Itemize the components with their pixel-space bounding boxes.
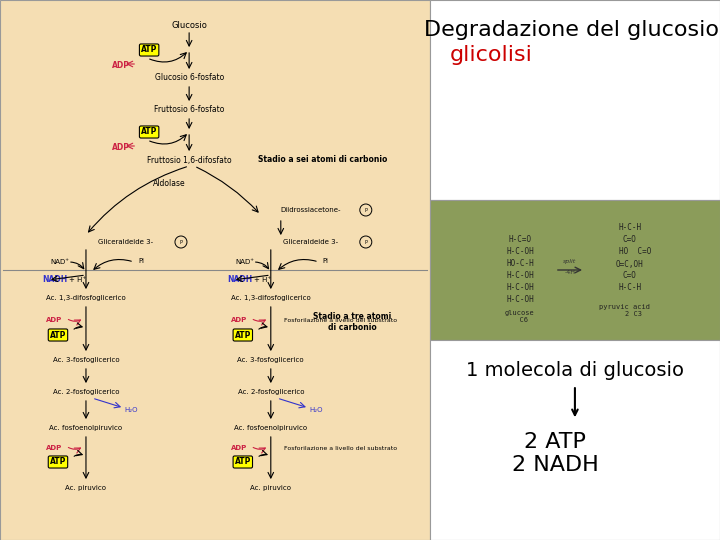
Text: NAD⁺: NAD⁺	[50, 259, 69, 265]
Text: Ac. 2-fosfoglicerico: Ac. 2-fosfoglicerico	[238, 389, 304, 395]
Text: H₂O: H₂O	[309, 407, 323, 413]
Text: H-C-OH: H-C-OH	[506, 284, 534, 293]
Text: H-C=O: H-C=O	[508, 235, 531, 245]
Text: NAD⁺: NAD⁺	[235, 259, 254, 265]
Text: 2 ATP: 2 ATP	[524, 432, 586, 452]
Text: ATP: ATP	[50, 330, 66, 340]
Text: ATP: ATP	[235, 457, 251, 467]
Text: ATP: ATP	[235, 330, 251, 340]
Text: + H⁺: + H⁺	[253, 277, 271, 283]
Text: ADP: ADP	[112, 62, 130, 71]
Text: H-C-OH: H-C-OH	[506, 295, 534, 305]
Text: Degradazione del glucosio:: Degradazione del glucosio:	[423, 20, 720, 40]
Text: Ac. 3-fosfoglicerico: Ac. 3-fosfoglicerico	[238, 357, 304, 363]
Text: Pi: Pi	[323, 258, 329, 264]
Text: HO-C-H: HO-C-H	[506, 260, 534, 268]
Text: O=C,OH: O=C,OH	[616, 260, 644, 268]
Text: NADH: NADH	[227, 275, 252, 285]
Text: ATP: ATP	[50, 457, 66, 467]
Text: Ac. piruvico: Ac. piruvico	[251, 485, 292, 491]
Text: Ac. 3-fosfoglicerico: Ac. 3-fosfoglicerico	[53, 357, 120, 363]
Text: Ac. fosfoenolpiruvico: Ac. fosfoenolpiruvico	[234, 425, 307, 431]
Text: P: P	[364, 240, 367, 245]
Text: ADP: ADP	[230, 445, 247, 451]
Text: ADP: ADP	[46, 445, 62, 451]
Text: Fruttosio 6-fosfato: Fruttosio 6-fosfato	[154, 105, 225, 114]
Text: H-C-OH: H-C-OH	[506, 247, 534, 256]
Text: C=O: C=O	[623, 235, 637, 245]
Bar	[430, 200, 720, 340]
Text: Fosforilazione a livello del substrato: Fosforilazione a livello del substrato	[284, 318, 397, 322]
Text: Diidrossiacetone-: Diidrossiacetone-	[281, 207, 341, 213]
Text: ADP: ADP	[230, 317, 247, 323]
Text: P: P	[364, 207, 367, 213]
Text: Pi: Pi	[138, 258, 144, 264]
Text: H-C-H: H-C-H	[618, 224, 642, 233]
Text: Ac. 2-fosfoglicerico: Ac. 2-fosfoglicerico	[53, 389, 120, 395]
Text: HO  C=O: HO C=O	[618, 247, 651, 256]
Bar	[430, 0, 720, 200]
Text: P: P	[179, 240, 182, 245]
Text: Gliceraldeide 3-: Gliceraldeide 3-	[283, 239, 338, 245]
Text: NADH: NADH	[42, 275, 67, 285]
Bar	[0, 0, 430, 540]
Text: Ac. fosfoenolpiruvico: Ac. fosfoenolpiruvico	[50, 425, 122, 431]
Text: Fosforilazione a livello del substrato: Fosforilazione a livello del substrato	[284, 446, 397, 450]
Text: glicolisi: glicolisi	[450, 45, 533, 65]
Bar	[430, 340, 720, 540]
Text: ATP: ATP	[141, 127, 157, 137]
Text: ADP: ADP	[46, 317, 62, 323]
Text: H-C-OH: H-C-OH	[506, 272, 534, 280]
Text: Glucosio: Glucosio	[171, 21, 207, 30]
Text: pyruvic acid
    2 C3: pyruvic acid 2 C3	[600, 303, 650, 316]
Text: ATP: ATP	[141, 45, 157, 55]
Text: H₂O: H₂O	[125, 407, 138, 413]
Text: Stadio a sei atomi di carbonio: Stadio a sei atomi di carbonio	[258, 156, 387, 165]
Text: Fruttosio 1,6-difosfato: Fruttosio 1,6-difosfato	[147, 156, 231, 165]
Text: + H⁺: + H⁺	[69, 277, 86, 283]
Text: glucose
  C6: glucose C6	[505, 309, 535, 322]
Text: Ac. 1,3-difosfoglicerico: Ac. 1,3-difosfoglicerico	[46, 295, 126, 301]
Text: Aldolase: Aldolase	[153, 179, 186, 188]
Text: Ac. 1,3-difosfoglicerico: Ac. 1,3-difosfoglicerico	[231, 295, 310, 301]
Text: C=O: C=O	[623, 272, 637, 280]
Text: 1 molecola di glucosio: 1 molecola di glucosio	[466, 361, 684, 380]
Text: H-C-H: H-C-H	[618, 284, 642, 293]
Text: split: split	[563, 260, 577, 265]
Text: Stadio a tre atomi
di carbonio: Stadio a tre atomi di carbonio	[313, 312, 392, 332]
Text: Glucosio 6-fosfato: Glucosio 6-fosfato	[155, 73, 224, 83]
Text: ADP: ADP	[112, 144, 130, 152]
Text: Gliceraldeide 3-: Gliceraldeide 3-	[98, 239, 153, 245]
Text: 2 NADH: 2 NADH	[511, 455, 598, 475]
Text: -4H: -4H	[564, 269, 575, 274]
Text: Ac. piruvico: Ac. piruvico	[66, 485, 107, 491]
